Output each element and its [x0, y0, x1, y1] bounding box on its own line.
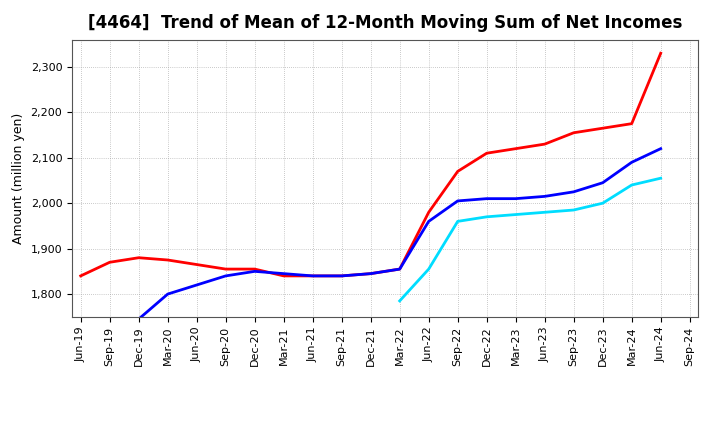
3 Years — [308, 273, 317, 279]
3 Years — [221, 267, 230, 272]
7 Years — [424, 267, 433, 272]
Y-axis label: Amount (million yen): Amount (million yen) — [12, 113, 25, 244]
5 Years — [395, 267, 404, 272]
Line: 3 Years: 3 Years — [81, 53, 661, 276]
3 Years — [251, 267, 259, 272]
3 Years — [482, 150, 491, 156]
5 Years — [308, 273, 317, 279]
7 Years — [627, 182, 636, 187]
5 Years — [511, 196, 520, 201]
5 Years — [251, 269, 259, 274]
5 Years — [424, 219, 433, 224]
5 Years — [221, 273, 230, 279]
3 Years — [338, 273, 346, 279]
3 Years — [454, 169, 462, 174]
3 Years — [541, 142, 549, 147]
7 Years — [482, 214, 491, 220]
3 Years — [76, 273, 85, 279]
5 Years — [482, 196, 491, 201]
Line: 5 Years: 5 Years — [139, 149, 661, 319]
3 Years — [424, 209, 433, 215]
3 Years — [105, 260, 114, 265]
5 Years — [657, 146, 665, 151]
7 Years — [511, 212, 520, 217]
7 Years — [454, 219, 462, 224]
5 Years — [598, 180, 607, 185]
3 Years — [192, 262, 201, 267]
3 Years — [279, 273, 288, 279]
7 Years — [598, 201, 607, 206]
3 Years — [598, 125, 607, 131]
5 Years — [627, 160, 636, 165]
Title: [4464]  Trend of Mean of 12-Month Moving Sum of Net Incomes: [4464] Trend of Mean of 12-Month Moving … — [88, 15, 683, 33]
7 Years — [395, 298, 404, 304]
5 Years — [366, 271, 375, 276]
3 Years — [395, 267, 404, 272]
7 Years — [570, 207, 578, 213]
5 Years — [163, 291, 172, 297]
5 Years — [541, 194, 549, 199]
7 Years — [657, 176, 665, 181]
3 Years — [627, 121, 636, 126]
3 Years — [570, 130, 578, 136]
5 Years — [338, 273, 346, 279]
5 Years — [454, 198, 462, 204]
5 Years — [135, 316, 143, 322]
5 Years — [192, 282, 201, 288]
Line: 7 Years: 7 Years — [400, 178, 661, 301]
3 Years — [511, 146, 520, 151]
3 Years — [135, 255, 143, 260]
5 Years — [279, 271, 288, 276]
5 Years — [570, 189, 578, 194]
3 Years — [163, 257, 172, 263]
7 Years — [541, 209, 549, 215]
3 Years — [657, 51, 665, 56]
3 Years — [366, 271, 375, 276]
